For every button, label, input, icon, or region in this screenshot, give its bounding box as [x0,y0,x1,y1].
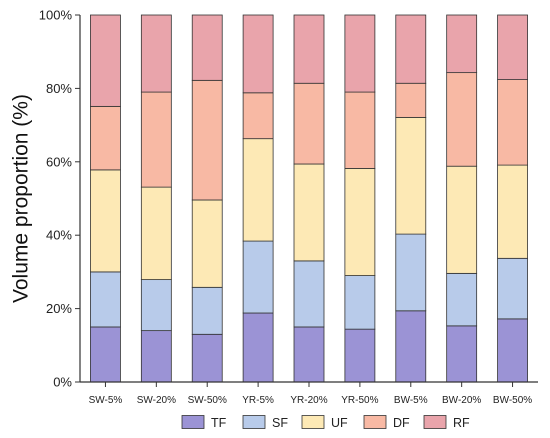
bar-segment-tf-4 [242,312,274,383]
bar-segment-sf-7 [395,233,427,312]
bar-segment-tf-1 [90,326,121,383]
bar-segment-sf-4 [242,240,274,314]
bar-segment-rf-4 [242,14,274,94]
legend-swatch-uf [301,415,325,429]
y-tick-label: 80% [46,81,72,96]
bar-segment-rf-2 [140,14,172,93]
bar-segment-df-4 [242,92,274,140]
x-tick-label: YR-5% [242,395,274,406]
y-tick-label: 0% [53,375,72,390]
bar-segment-uf-3 [191,199,223,288]
bar-segment-uf-9 [497,164,528,259]
bar-segment-df-6 [344,91,376,169]
bar-segment-rf-1 [90,14,121,107]
legend-label-uf: UF [331,416,348,430]
bar-segment-rf-9 [497,14,528,80]
bar-segment-uf-7 [395,116,427,235]
bar-segment-sf-2 [140,279,172,332]
bar-segment-tf-5 [293,326,325,383]
bar-segment-tf-7 [395,310,427,383]
bar-segment-df-1 [90,105,121,171]
legend-label-tf: TF [211,416,227,430]
plot-area [90,14,528,383]
bar-segment-sf-9 [497,257,528,320]
bar-segment-df-2 [140,91,172,188]
y-tick-label: 40% [46,228,72,243]
bar-segment-rf-6 [344,14,376,93]
legend-label-df: DF [393,416,410,430]
x-tick-label: SW-5% [89,395,123,406]
bar-segment-df-9 [497,79,528,166]
x-tick-label: YR-20% [290,395,327,406]
legend: TF SF UF DF RF [181,415,470,430]
bar-segment-tf-6 [344,328,376,383]
legend-label-rf: RF [453,416,470,430]
x-tick-label: BW-20% [442,395,481,406]
bar-segment-uf-4 [242,138,274,242]
legend-swatch-rf [423,415,447,429]
bar-segment-tf-8 [446,325,478,383]
bar-segment-uf-8 [446,165,478,274]
bar-segment-df-8 [446,72,478,167]
x-tick-label: BW-5% [394,395,428,406]
x-tick-label: SW-50% [188,395,227,406]
y-axis-title: Volume proportion (%) [10,94,33,303]
y-tick-label: 20% [46,301,72,316]
bar-segment-rf-5 [293,14,325,84]
x-tick-label: YR-50% [341,395,378,406]
bar-segment-rf-7 [395,14,427,84]
x-tick-label: BW-50% [493,395,532,406]
bar-segment-sf-6 [344,275,376,330]
bar-segment-sf-1 [90,271,121,328]
bar-segment-sf-3 [191,286,223,335]
bar-segment-rf-3 [191,14,223,81]
bar-segment-uf-6 [344,168,376,276]
bar-segment-sf-5 [293,260,325,328]
legend-label-sf: SF [272,416,288,430]
legend-swatch-tf [181,415,205,429]
bar-segment-df-5 [293,82,325,165]
legend-swatch-df [363,415,387,429]
y-tick-label: 100% [39,8,73,23]
bar-segment-df-3 [191,79,223,201]
y-axis: 0% 20% 40% 60% 80% 100% [39,8,81,390]
bar-segment-tf-2 [140,330,172,383]
bar-segment-df-7 [395,82,427,118]
legend-swatch-sf [242,415,266,429]
bar-segment-tf-3 [191,333,223,383]
bar-segment-rf-8 [446,14,478,74]
bar-segment-uf-5 [293,163,325,262]
bar-segment-tf-9 [497,318,528,383]
bar-segment-uf-2 [140,186,172,280]
x-axis: SW-5% SW-20% SW-50% YR-5% YR-20% YR-50% BW-5% B… [80,381,538,406]
bar-segment-uf-1 [90,169,121,273]
bar-segment-sf-8 [446,272,478,327]
x-tick-label: SW-20% [137,395,176,406]
y-tick-label: 60% [46,154,72,169]
